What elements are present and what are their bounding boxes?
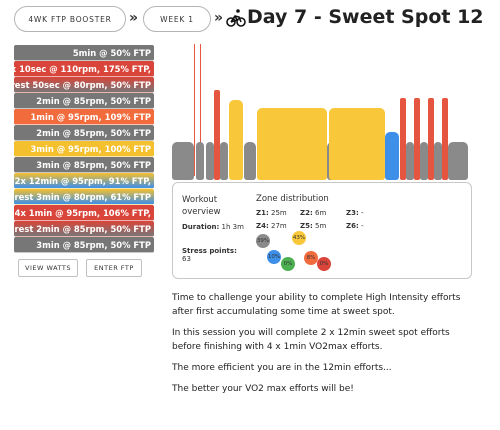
- interval-list: 5min @ 50% FTP 2x 10sec @ 110rpm, 175% FT…: [5, 45, 154, 253]
- cooldown-bar: [448, 142, 468, 180]
- zone-chart-bubble: 8%: [304, 251, 318, 265]
- breadcrumb-separator: »: [214, 10, 224, 26]
- rest-bar: [220, 142, 228, 180]
- rest-bar: [206, 142, 214, 180]
- zone-chart-bubble: 39%: [256, 234, 270, 248]
- duration: Duration: 1h 3m: [182, 223, 244, 231]
- zone-chart-bubble: 10%: [267, 250, 281, 264]
- zone-distribution-title: Zone distribution: [256, 194, 329, 204]
- warmup-bar: [172, 142, 194, 180]
- breadcrumb-separator: »: [129, 10, 139, 26]
- view-watts-button[interactable]: VIEW WATTS: [18, 259, 78, 277]
- vo2-bar: [414, 98, 420, 180]
- zone-z1: Z1: 25m: [256, 209, 287, 217]
- rest-bar: [196, 142, 204, 180]
- interval-item: 4x 1min @ 95rpm, 106% FTP,: [14, 205, 154, 221]
- interval-item: 2min @ 85rpm, 50% FTP: [14, 125, 154, 141]
- enter-ftp-button[interactable]: ENTER FTP: [86, 259, 142, 277]
- interval-item: 2min @ 85rpm, 50% FTP: [14, 93, 154, 109]
- vo2-bar: [400, 98, 406, 180]
- interval-item: 3min @ 85rpm, 50% FTP: [14, 237, 154, 253]
- interval-item: 3min @ 95rpm, 100% FTP: [14, 141, 154, 157]
- workout-profile-graph: [172, 44, 472, 180]
- description-paragraph: The better your VO2 max efforts will be!: [172, 384, 354, 394]
- sweet-spot-bar: [257, 108, 327, 180]
- rest-bar: [406, 142, 414, 180]
- zone-z2: Z2: 6m: [300, 209, 327, 217]
- overview-title: Workout overview: [182, 195, 221, 217]
- description-paragraph: The more efficient you are in the 12min …: [172, 363, 392, 373]
- description-paragraph: Time to challenge your ability to comple…: [172, 293, 461, 317]
- interval-item: 1min @ 95rpm, 109% FTP: [14, 109, 154, 125]
- rest-bar: [420, 142, 428, 180]
- zone-chart-bubble: 0%: [317, 257, 331, 271]
- threshold-bar: [229, 100, 243, 180]
- interval-item: rest 3min @ 80rpm, 61% FTP: [14, 189, 154, 205]
- interval-item: 5min @ 50% FTP: [14, 45, 154, 61]
- vo2-bar: [214, 90, 220, 180]
- rest-bar: [244, 142, 256, 180]
- interval-item: rest 50sec @ 80rpm, 50% FTP: [11, 77, 154, 93]
- breadcrumb-plan[interactable]: 4WK FTP BOOSTER: [14, 6, 126, 32]
- stress-points: Stress points: 63: [182, 247, 237, 263]
- zone-z3: Z3: -: [346, 209, 364, 217]
- zone-z5: Z5: 5m: [300, 222, 327, 230]
- zone-chart-bubble: 43%: [292, 231, 306, 245]
- sprint-marker: [194, 44, 195, 176]
- page-title: Day 7 - Sweet Spot 12: [247, 6, 484, 28]
- interval-item: rest 2min @ 85rpm, 50% FTP: [14, 221, 154, 237]
- sprint-marker: [200, 44, 201, 176]
- vo2-bar: [442, 98, 448, 180]
- description-paragraph: In this session you will complete 2 x 12…: [172, 328, 450, 352]
- rest-bar: [434, 142, 442, 180]
- vo2-bar: [428, 98, 434, 180]
- sweet-spot-bar: [329, 108, 385, 180]
- workout-details-card: Workout overview Duration: 1h 3m Stress …: [172, 182, 472, 279]
- recovery-bar: [385, 132, 399, 180]
- breadcrumb-week[interactable]: WEEK 1: [143, 6, 211, 32]
- zone-z6: Z6: -: [346, 222, 364, 230]
- workout-description: Time to challenge your ability to comple…: [172, 291, 472, 403]
- interval-item: 2x 12min @ 95rpm, 91% FTP,: [14, 173, 154, 189]
- cyclist-icon: [226, 9, 246, 27]
- interval-item: 2x 10sec @ 110rpm, 175% FTP,: [5, 61, 154, 77]
- interval-item: 3min @ 85rpm, 50% FTP: [14, 157, 154, 173]
- zone-z4: Z4: 27m: [256, 222, 287, 230]
- zone-chart-bubble: 0%: [281, 257, 295, 271]
